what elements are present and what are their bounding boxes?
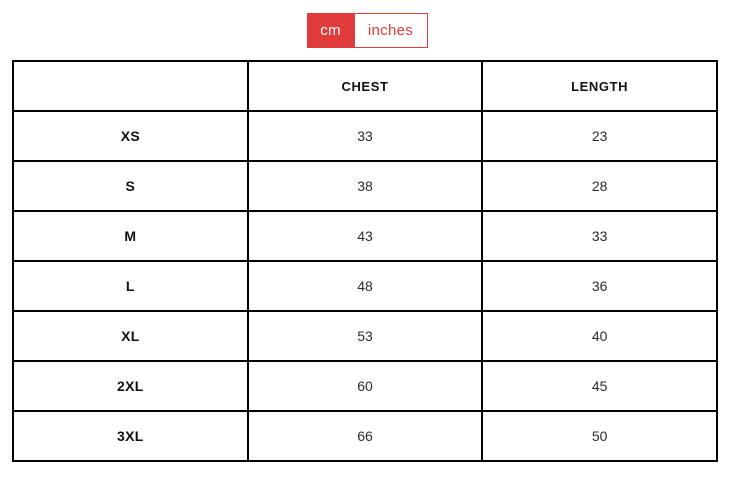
length-value: 23 — [481, 110, 718, 162]
table-row: 2XL 60 45 — [12, 360, 718, 412]
chest-value: 66 — [246, 410, 484, 462]
length-value: 50 — [481, 410, 718, 462]
table-row: XL 53 40 — [12, 310, 718, 362]
length-value: 28 — [481, 160, 718, 212]
table-row: 3XL 66 50 — [12, 410, 718, 462]
unit-toggle-cm-button[interactable]: cm — [306, 13, 355, 48]
chest-value: 60 — [246, 360, 484, 412]
length-value: 33 — [481, 210, 718, 262]
size-label: M — [12, 210, 249, 262]
chest-value: 53 — [246, 310, 484, 362]
size-label: S — [12, 160, 249, 212]
table-row: L 48 36 — [12, 260, 718, 312]
size-column-header — [12, 60, 249, 112]
length-value: 36 — [481, 260, 718, 312]
size-label: 3XL — [12, 410, 249, 462]
size-label: XL — [12, 310, 249, 362]
chest-value: 33 — [246, 110, 484, 162]
chest-value: 48 — [246, 260, 484, 312]
length-value: 45 — [481, 360, 718, 412]
length-value: 40 — [481, 310, 718, 362]
chest-value: 38 — [246, 160, 484, 212]
unit-toggle-inches-button[interactable]: inches — [354, 13, 428, 48]
unit-toggle: cm inches — [0, 0, 734, 48]
size-label: XS — [12, 110, 249, 162]
length-column-header: LENGTH — [481, 60, 718, 112]
table-header-row: CHEST LENGTH — [12, 60, 718, 112]
table-row: M 43 33 — [12, 210, 718, 262]
size-chart-table: CHEST LENGTH XS 33 23 S 38 28 M 43 33 L … — [12, 60, 718, 462]
table-row: S 38 28 — [12, 160, 718, 212]
chest-value: 43 — [246, 210, 484, 262]
size-label: 2XL — [12, 360, 249, 412]
chest-column-header: CHEST — [246, 60, 484, 112]
size-label: L — [12, 260, 249, 312]
table-row: XS 33 23 — [12, 110, 718, 162]
